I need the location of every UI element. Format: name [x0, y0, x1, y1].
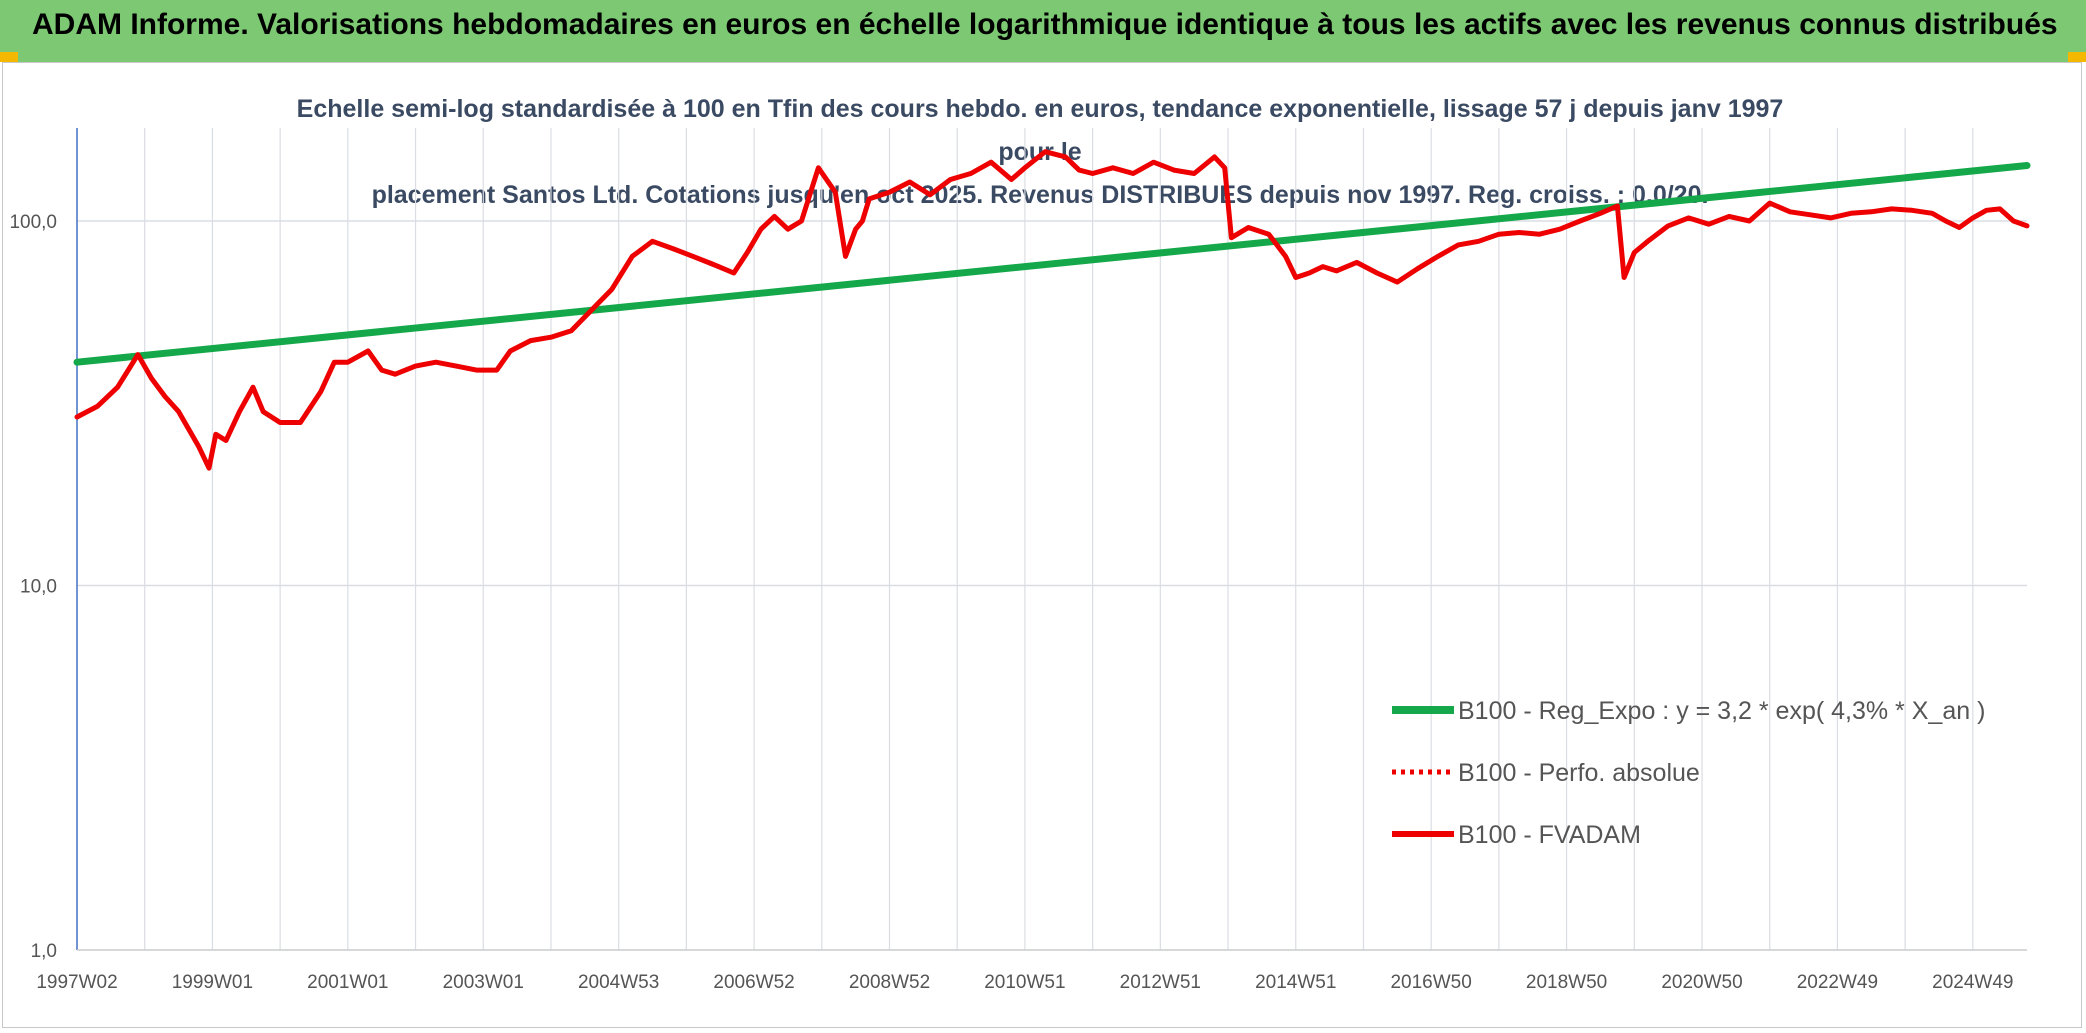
x-tick-label: 2003W01	[443, 972, 524, 993]
y-axis-ticks: 1,0 10,0 100,0	[9, 212, 57, 962]
series-line-2	[74, 149, 2030, 471]
x-tick-label: 2020W50	[1661, 972, 1742, 993]
legend-label: B100 - Perfo. absolue	[1458, 759, 1700, 787]
x-tick-label: 2022W49	[1797, 972, 1878, 993]
legend-label: B100 - Reg_Expo : y = 3,2 * exp( 4,3% * …	[1458, 697, 1985, 725]
x-tick-label: 2004W53	[578, 972, 659, 993]
x-tick-label: 1997W02	[36, 972, 117, 993]
x-tick-label: 2001W01	[307, 972, 388, 993]
x-tick-label: 2024W49	[1932, 972, 2013, 993]
x-tick-label: 2016W50	[1390, 972, 1471, 993]
y-tick-label: 1,0	[31, 941, 57, 962]
report-title: ADAM Informe. Valorisations hebdomadaire…	[32, 8, 2058, 41]
x-tick-label: 2006W52	[713, 972, 794, 993]
legend: B100 - Reg_Expo : y = 3,2 * exp( 4,3% * …	[1392, 697, 1985, 849]
corner-marker-right	[2068, 52, 2086, 62]
chart-title-line-2: placement Santos Ltd. Cotations jusqu'en…	[371, 181, 1709, 209]
legend-label: B100 - FVADAM	[1458, 821, 1641, 849]
x-tick-label: 2008W52	[849, 972, 930, 993]
x-tick-label: 2012W51	[1120, 972, 1201, 993]
x-tick-label: 2010W51	[984, 972, 1065, 993]
x-tick-label: 1999W01	[172, 972, 253, 993]
report-header: ADAM Informe. Valorisations hebdomadaire…	[0, 0, 2086, 62]
chart-title-line-1: Echelle semi-log standardisée à 100 en T…	[296, 95, 1784, 166]
grid-lines	[76, 128, 2027, 951]
series-lines	[73, 149, 2031, 471]
x-axis-ticks: 1997W02 1999W01 2001W01 2003W01 2004W53 2006W…	[36, 972, 2013, 993]
series-line-0	[73, 162, 2031, 366]
x-tick-label: 2018W50	[1526, 972, 1607, 993]
chart-title: Echelle semi-log standardisée à 100 en T…	[280, 88, 1800, 217]
x-tick-label: 2014W51	[1255, 972, 1336, 993]
chart-area	[2, 62, 2082, 1028]
y-tick-label: 10,0	[20, 577, 57, 598]
corner-marker-left	[0, 52, 18, 62]
y-tick-label: 100,0	[9, 212, 57, 233]
